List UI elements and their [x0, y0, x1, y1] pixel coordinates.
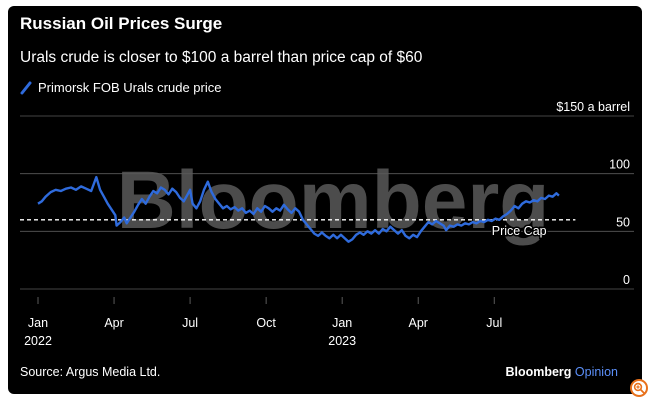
- x-tick-label: Apr: [104, 316, 123, 330]
- brand-name: Bloomberg: [505, 365, 572, 379]
- chart-subtitle: Urals crude is closer to $100 a barrel t…: [20, 49, 423, 66]
- x-tick-year-label: 2023: [328, 334, 356, 348]
- y-tick-label: 100: [609, 158, 630, 172]
- legend-label: Primorsk FOB Urals crude price: [38, 80, 222, 95]
- y-tick-label: 50: [616, 215, 630, 229]
- price-cap-label: Price Cap: [492, 224, 547, 238]
- chart-title: Russian Oil Prices Surge: [20, 14, 223, 33]
- x-tick-label: Jul: [486, 316, 502, 330]
- line-chart: Bloomberg $150 a barrel 100 50 0 Jan 2022 Apr Ju…: [20, 100, 634, 348]
- x-tick-label: Jan: [332, 316, 352, 330]
- chart-card: Russian Oil Prices Surge Urals crude is …: [8, 6, 642, 394]
- brand-mark: Bloomberg Opinion: [505, 365, 618, 379]
- brand-opinion: Opinion: [574, 365, 618, 379]
- y-tick-label: 0: [623, 273, 630, 287]
- source-note: Source: Argus Media Ltd.: [20, 365, 161, 379]
- x-tick-year-label: 2022: [24, 334, 52, 348]
- x-tick-label: Jul: [182, 316, 198, 330]
- watermark-text: Bloomberg: [117, 155, 550, 246]
- series-line-urals: [37, 175, 560, 243]
- x-tick-label: Jan: [28, 316, 48, 330]
- legend: Primorsk FOB Urals crude price: [20, 80, 221, 95]
- x-tick-label: Apr: [409, 316, 428, 330]
- legend-line-icon: [20, 81, 32, 94]
- x-tick-label: Oct: [256, 316, 276, 330]
- y-tick-label: $150 a barrel: [556, 100, 630, 114]
- zoom-icon[interactable]: [630, 379, 648, 397]
